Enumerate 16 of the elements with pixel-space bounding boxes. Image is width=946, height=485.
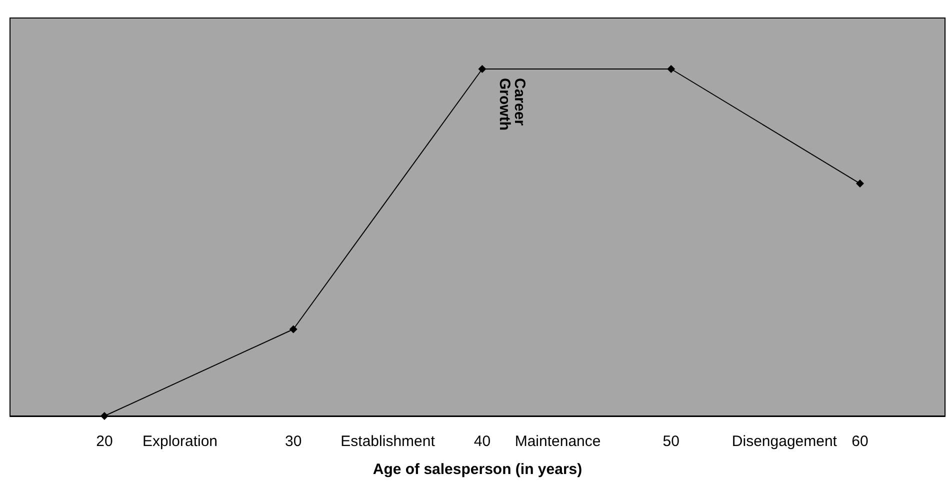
x-tick-label: Exploration: [142, 433, 218, 450]
point: [289, 325, 298, 334]
x-tick-label: 40: [474, 433, 491, 450]
point: [100, 412, 108, 420]
point: [856, 180, 864, 188]
x-tick-label: 30: [284, 433, 302, 450]
x-tick-label: 20: [96, 433, 113, 450]
x-tick-label: Disengagement: [732, 433, 838, 450]
y-axis-title: Career Growth: [496, 78, 528, 130]
x-tick-label: Maintenance: [514, 433, 601, 450]
x-tick-label: Establishment: [340, 433, 436, 450]
x-axis-title: Age of salesperson (in years): [372, 461, 582, 478]
point: [478, 65, 486, 74]
x-tick-label: 60: [852, 433, 868, 450]
point: [667, 65, 676, 74]
x-tick-label: 50: [662, 433, 680, 450]
